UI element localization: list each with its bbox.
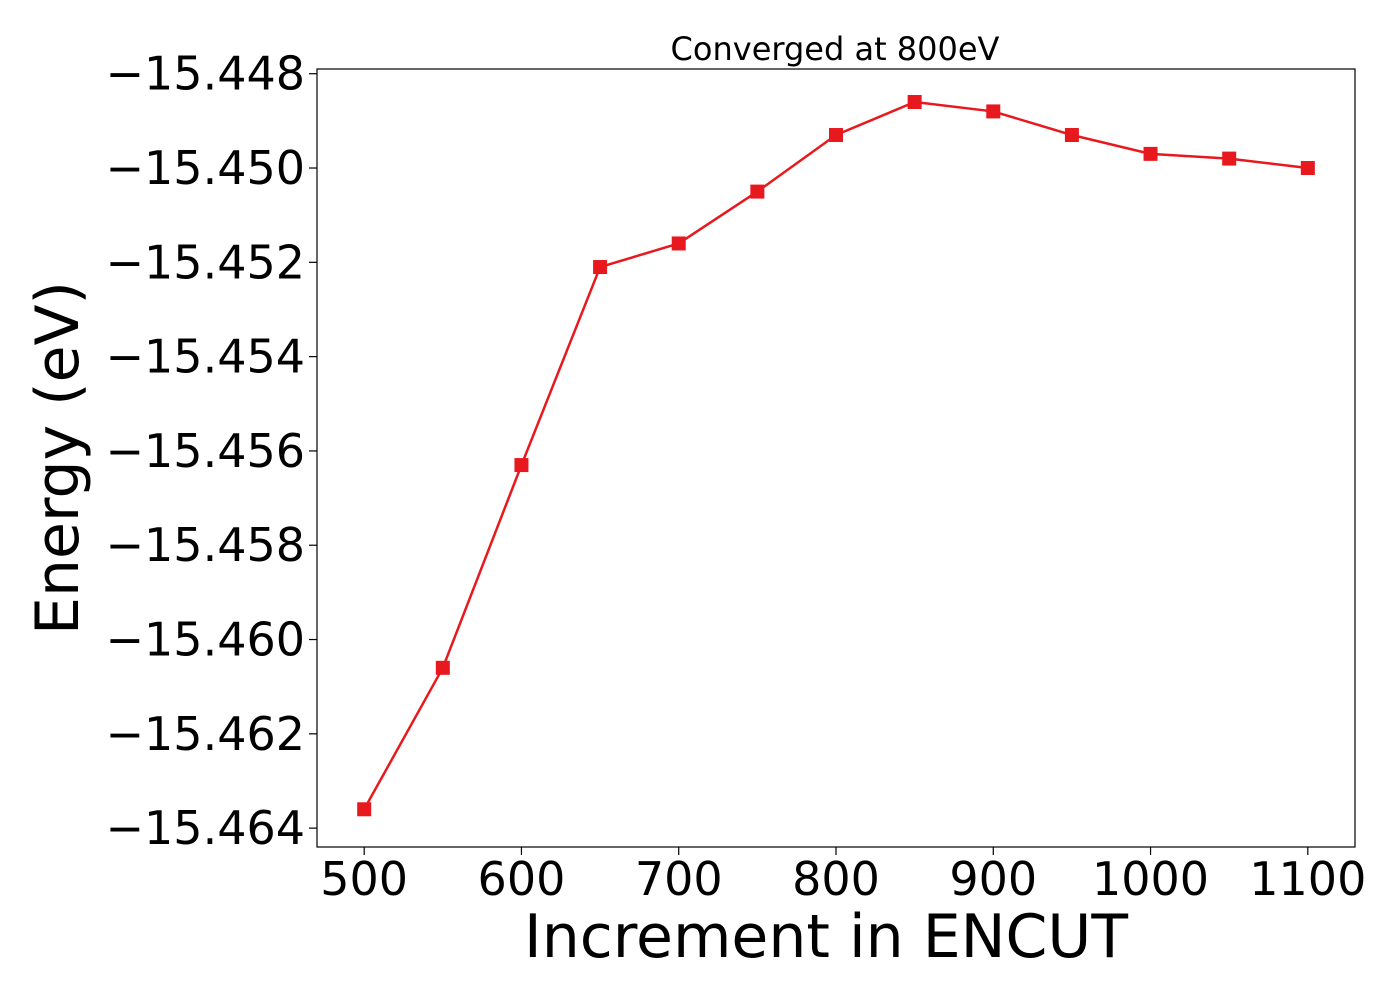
data-point-marker bbox=[671, 236, 686, 251]
data-point-marker bbox=[750, 184, 765, 199]
y-tick-label: −15.448 bbox=[106, 47, 306, 101]
x-tick-label: 1100 bbox=[1249, 852, 1366, 906]
y-tick-label: −15.458 bbox=[106, 518, 306, 572]
data-point-marker bbox=[514, 458, 529, 473]
y-tick-label: −15.460 bbox=[106, 613, 306, 667]
data-point-marker bbox=[1143, 146, 1158, 161]
x-tick-label: 600 bbox=[478, 852, 566, 906]
x-axis-ticks: 500 600 700 800 900 1000 1100 bbox=[320, 847, 1366, 906]
x-tick-label: 900 bbox=[949, 852, 1037, 906]
y-tick-label: −15.464 bbox=[106, 801, 306, 855]
x-tick-label: 1000 bbox=[1092, 852, 1209, 906]
y-tick-label: −15.452 bbox=[106, 235, 306, 289]
y-tick-label: −15.456 bbox=[106, 424, 306, 478]
data-point-marker bbox=[593, 260, 608, 275]
x-axis-label: Increment in ENCUT bbox=[524, 902, 1128, 972]
y-tick-label: −15.454 bbox=[106, 330, 306, 384]
y-tick-label: −15.462 bbox=[106, 707, 306, 761]
data-point-marker bbox=[907, 95, 922, 110]
x-tick-label: 700 bbox=[635, 852, 723, 906]
x-tick-label: 800 bbox=[792, 852, 880, 906]
y-axis-label: Energy (eV) bbox=[23, 281, 93, 635]
x-tick-label: 500 bbox=[320, 852, 408, 906]
series-layer bbox=[357, 95, 1315, 817]
y-tick-label: −15.450 bbox=[106, 141, 306, 195]
data-point-marker bbox=[829, 128, 843, 143]
data-point-marker bbox=[357, 802, 372, 817]
data-point-marker bbox=[986, 104, 1001, 119]
data-point-marker bbox=[1064, 128, 1079, 143]
y-axis-ticks: −15.448 −15.450 −15.452 −15.454 −15.456 −15.4… bbox=[106, 47, 317, 855]
chart-title: Converged at 800eV bbox=[671, 30, 1000, 68]
data-point-marker bbox=[435, 660, 450, 675]
data-point-marker bbox=[1300, 161, 1315, 176]
plot-frame bbox=[316, 68, 1356, 848]
series-line bbox=[363, 100, 1308, 810]
data-point-marker bbox=[1222, 151, 1237, 166]
